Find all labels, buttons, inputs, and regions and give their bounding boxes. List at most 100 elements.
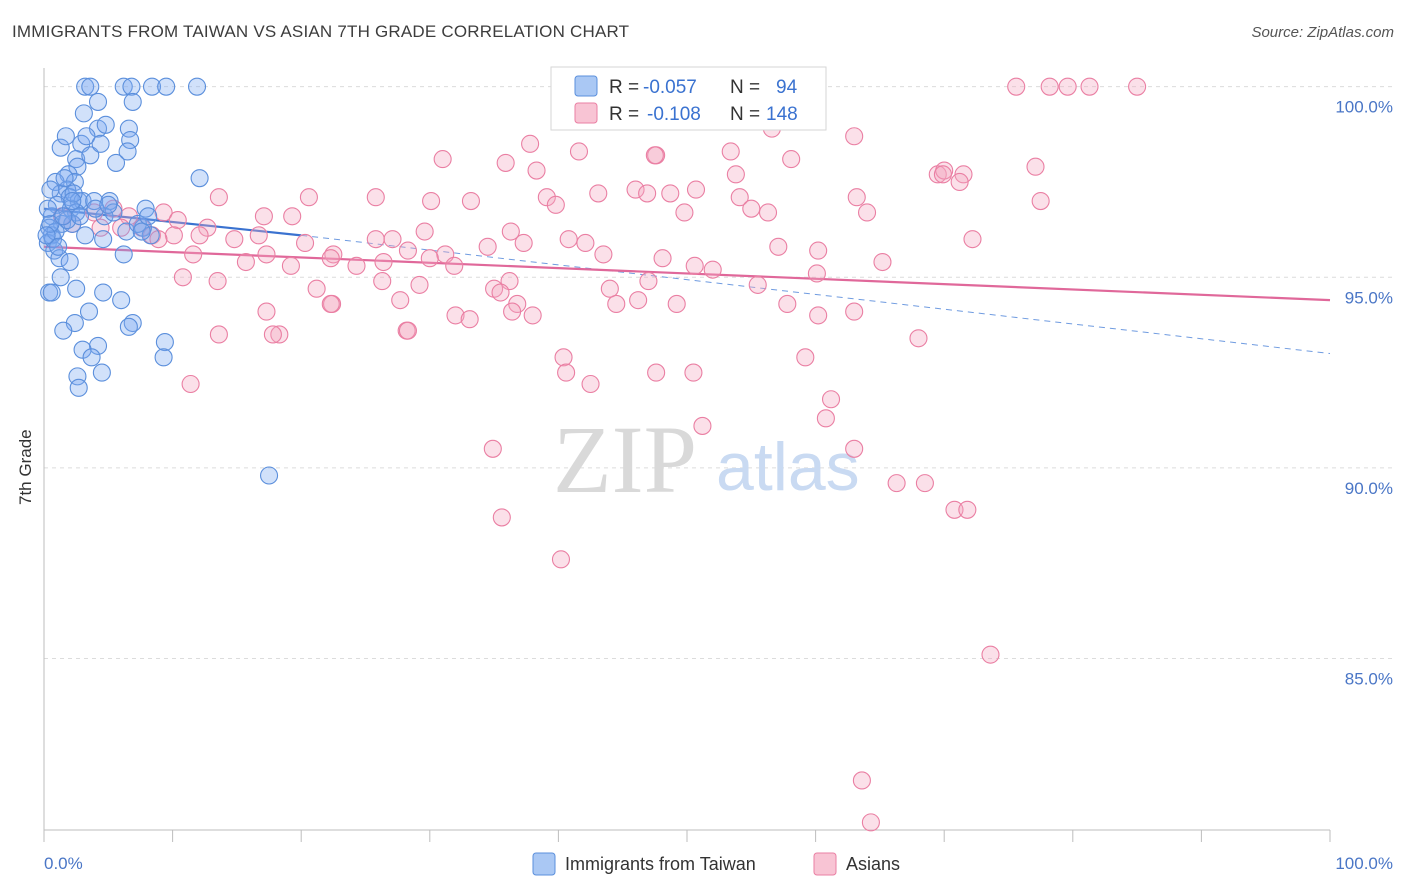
data-point	[782, 150, 801, 169]
data-point	[422, 191, 441, 211]
data-point	[70, 207, 90, 226]
data-point	[821, 390, 841, 409]
data-point	[42, 283, 61, 302]
data-point	[99, 195, 118, 214]
data-point	[209, 325, 228, 344]
data-point	[491, 283, 510, 302]
data-point	[726, 165, 745, 184]
data-point	[523, 306, 542, 325]
data-point	[366, 230, 385, 249]
data-point	[1080, 77, 1099, 96]
data-point	[321, 249, 340, 268]
y-tick-label: 100.0%	[1335, 98, 1393, 117]
data-point	[887, 474, 906, 493]
data-point	[483, 439, 502, 458]
y-tick-label: 85.0%	[1345, 669, 1393, 688]
data-point	[209, 188, 228, 207]
data-point	[576, 233, 595, 253]
series-legend: Immigrants from Taiwan Asians	[532, 852, 900, 876]
data-point	[557, 363, 576, 382]
data-point	[685, 256, 704, 275]
data-point	[391, 291, 410, 310]
data-point	[758, 203, 778, 222]
data-point	[845, 127, 864, 146]
series-immigrants-from-taiwan	[37, 77, 279, 485]
x-tick-label: 100.0%	[1335, 854, 1393, 873]
data-point	[559, 230, 578, 249]
data-point	[154, 203, 173, 222]
data-point	[445, 256, 464, 275]
data-point	[410, 275, 429, 294]
watermark-atlas: atlas	[716, 429, 860, 505]
data-point	[730, 188, 749, 207]
data-point	[1031, 191, 1050, 211]
data-point	[845, 439, 864, 458]
data-point	[168, 211, 187, 230]
watermark-zip: ZIP	[553, 406, 697, 513]
data-point	[461, 191, 481, 211]
data-point	[164, 226, 183, 245]
data-point	[398, 321, 417, 340]
data-point	[589, 184, 608, 203]
data-point	[47, 195, 66, 214]
data-point	[478, 237, 497, 256]
data-point	[259, 466, 279, 485]
data-point	[76, 226, 95, 245]
data-point	[76, 77, 95, 96]
data-point	[122, 77, 141, 96]
data-point	[38, 199, 57, 218]
data-point	[374, 252, 393, 272]
data-point	[703, 260, 722, 279]
data-point	[96, 115, 115, 134]
data-point	[51, 268, 70, 287]
data-point	[77, 127, 96, 146]
data-point	[60, 252, 79, 272]
data-point	[684, 363, 703, 382]
legend-n-value-2: 148	[766, 104, 798, 125]
data-point	[667, 294, 686, 314]
data-point	[155, 333, 174, 352]
y-tick-labels: 85.0% 90.0% 95.0% 100.0%	[1335, 98, 1393, 689]
data-point	[81, 77, 100, 96]
legend-n-label-2: N =	[730, 104, 760, 125]
data-point	[54, 207, 73, 226]
watermark: ZIP atlas	[553, 406, 860, 513]
data-point	[653, 249, 672, 268]
legend-r-label-1: R =	[609, 77, 639, 98]
data-point	[686, 180, 706, 199]
data-point	[106, 153, 126, 172]
series-legend-label-asians: Asians	[846, 854, 900, 874]
data-point	[114, 245, 133, 264]
data-point	[49, 237, 68, 256]
x-tick-labels: 0.0% 100.0%	[44, 854, 1393, 873]
trend-line-asians	[43, 245, 1331, 302]
data-point	[769, 237, 788, 256]
data-point	[198, 218, 217, 237]
data-point	[873, 252, 892, 272]
data-point	[63, 191, 82, 211]
legend-swatch-taiwan	[574, 75, 598, 97]
legend-r-label-2: R =	[609, 104, 639, 125]
x-tick-label: 0.0%	[44, 854, 83, 873]
data-point	[142, 77, 162, 96]
data-point	[915, 474, 934, 493]
data-point	[600, 279, 619, 298]
data-point	[554, 348, 573, 367]
data-point	[647, 363, 666, 382]
legend-r-value-2: -0.108	[647, 104, 701, 125]
data-point	[514, 233, 533, 253]
data-point	[50, 249, 69, 268]
grid-lines	[44, 86, 1394, 659]
chart-source: Source: ZipAtlas.com	[1251, 24, 1394, 41]
data-point	[1026, 157, 1045, 176]
data-point	[64, 184, 83, 203]
data-point	[857, 203, 877, 222]
y-tick-label: 95.0%	[1345, 288, 1393, 307]
data-point	[92, 363, 111, 382]
series-legend-swatch-taiwan	[532, 852, 556, 876]
data-point	[41, 180, 60, 199]
series-asians	[52, 77, 1147, 832]
data-point	[809, 306, 828, 325]
data-point	[121, 130, 140, 150]
